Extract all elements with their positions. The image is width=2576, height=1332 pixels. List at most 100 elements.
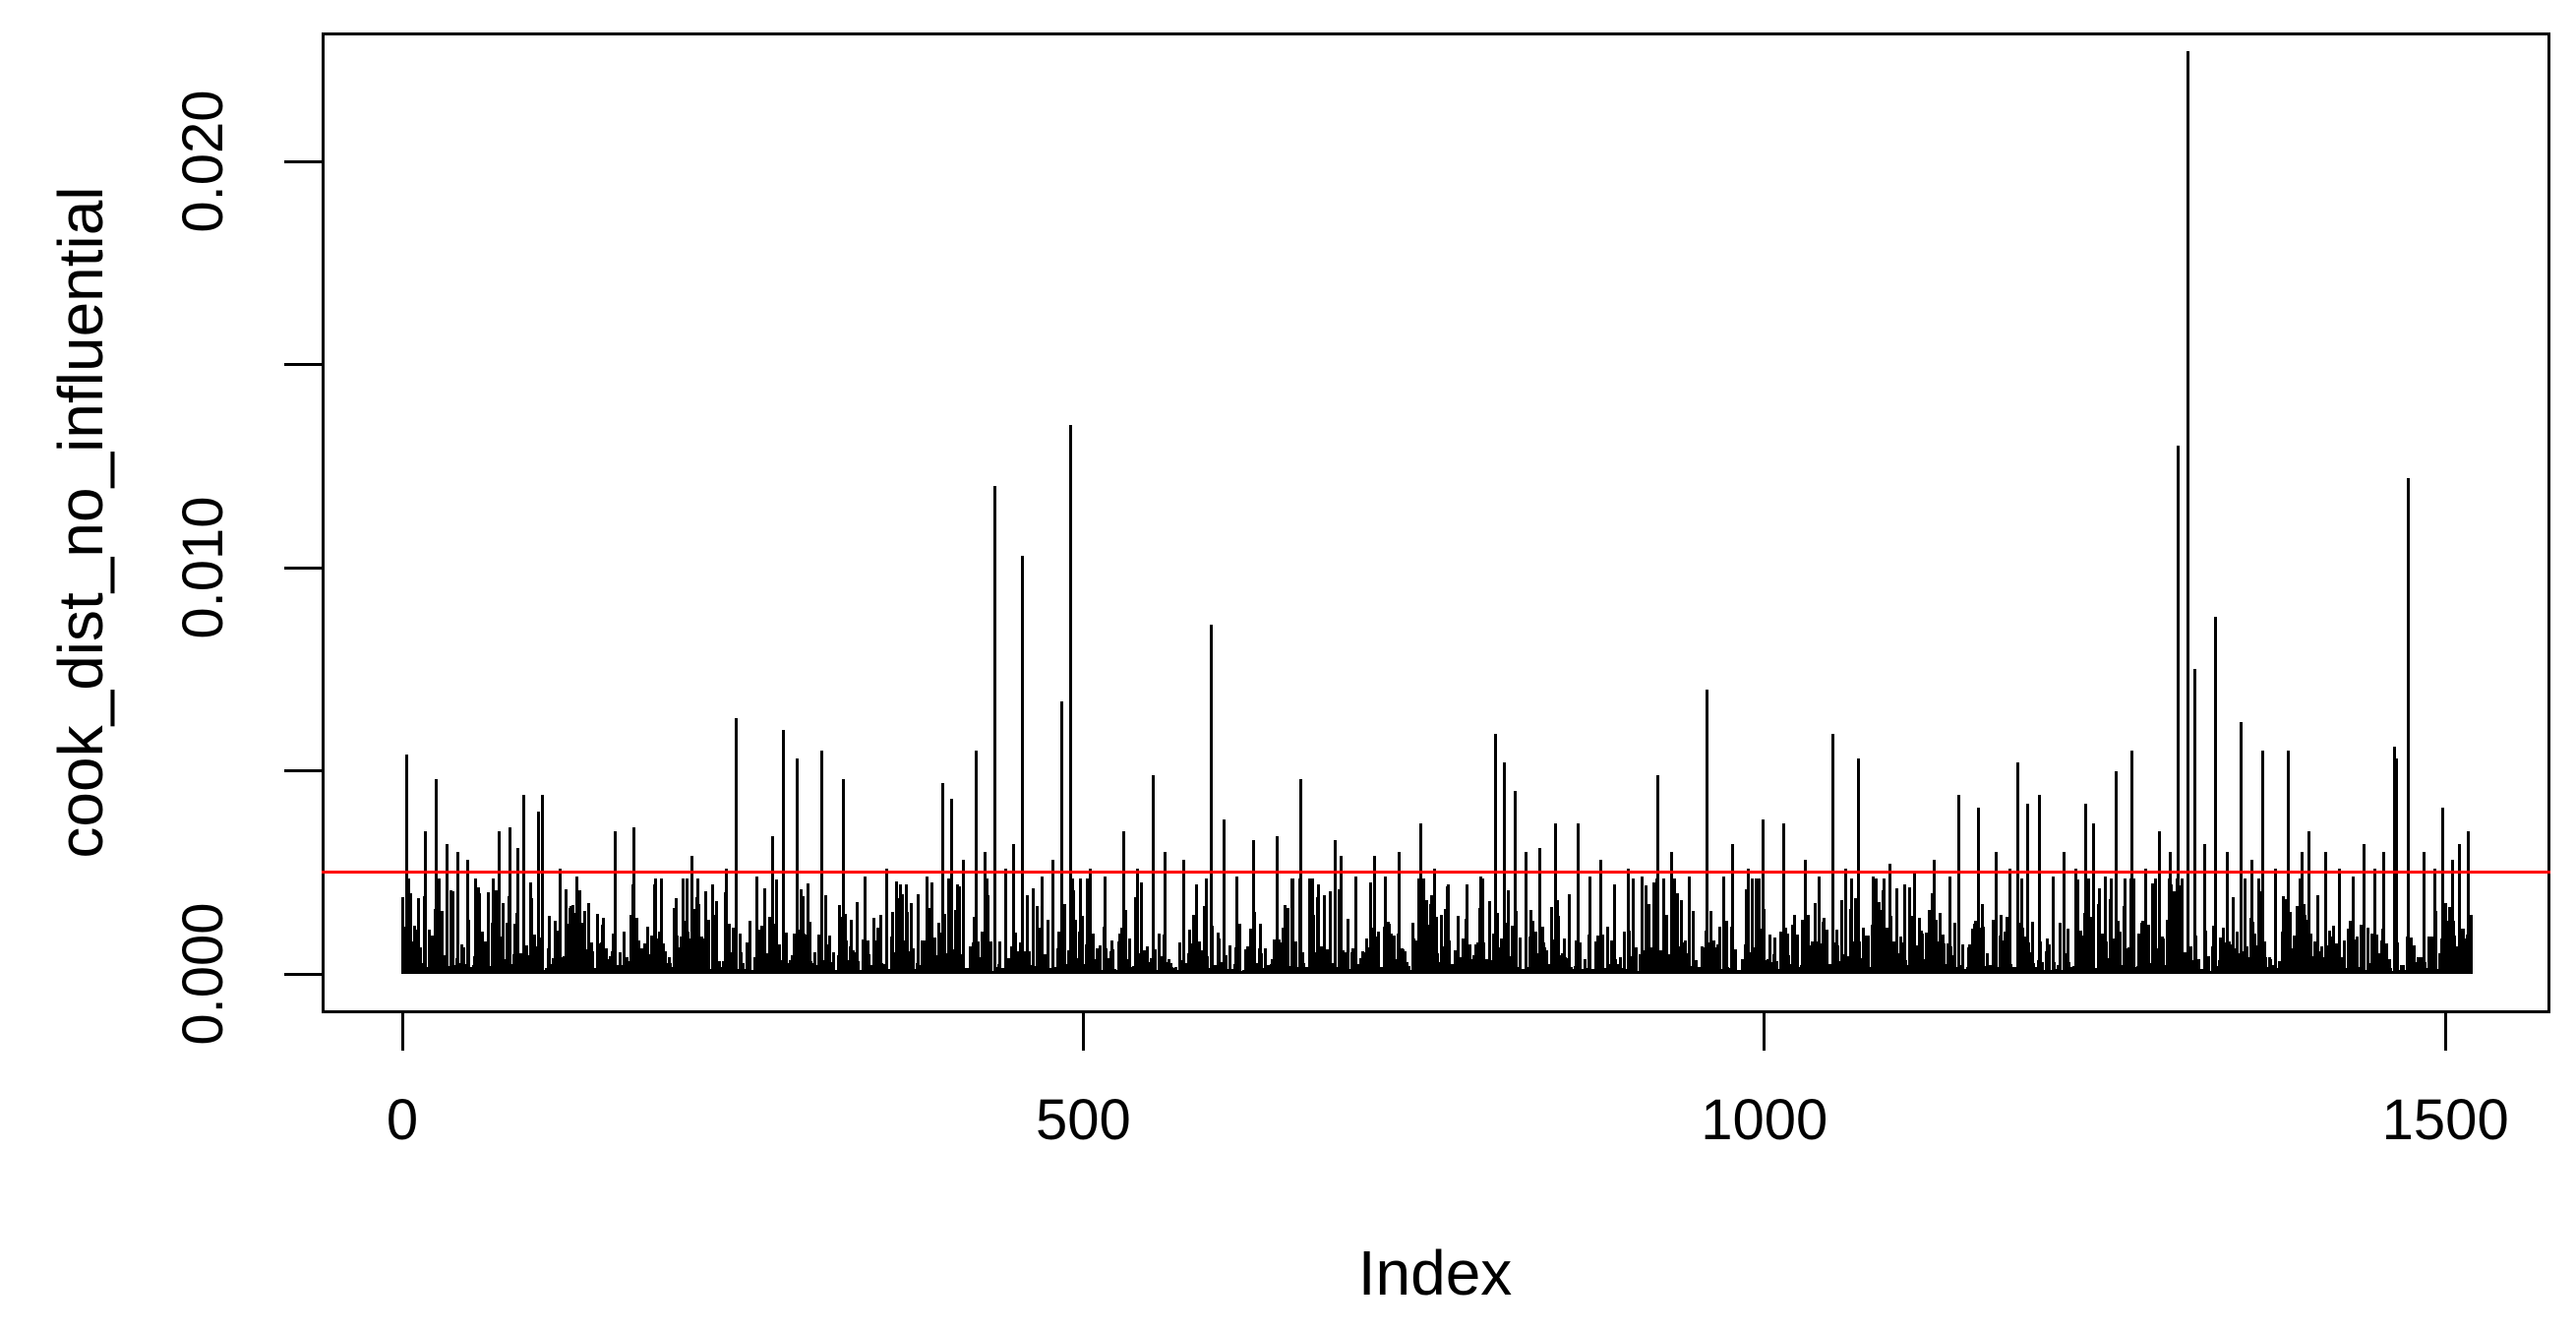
spike-bar — [1635, 947, 1639, 974]
spike-bar — [1610, 939, 1614, 974]
spike-bar — [878, 915, 882, 974]
x-axis-tick — [1081, 1013, 1085, 1051]
spike-bar — [1925, 932, 1929, 974]
spike-bar — [2407, 478, 2411, 974]
spike-bar — [1123, 909, 1127, 974]
spike-bar — [1612, 884, 1616, 974]
spike-bar — [725, 868, 729, 974]
spike-bar — [1667, 953, 1671, 974]
x-axis-tick — [400, 1013, 404, 1051]
spike-bar — [1323, 895, 1326, 974]
spike-bar — [437, 878, 441, 974]
spike-bar — [1973, 921, 1977, 974]
spike-bar — [868, 953, 871, 974]
spike-bar — [1351, 948, 1355, 974]
x-axis-tick-label: 0 — [386, 1088, 419, 1152]
spike-bar — [435, 778, 439, 974]
spike-bar — [461, 946, 465, 974]
spike-bar — [508, 827, 511, 974]
spike-bar — [838, 905, 842, 974]
spike-bar — [2038, 795, 2042, 974]
spike-bar — [1088, 868, 1092, 974]
spike-bar — [1675, 892, 1679, 974]
spike-bar — [2111, 938, 2115, 974]
spike-bar — [2118, 931, 2122, 974]
spike-bar — [1938, 912, 1942, 974]
spike-bar — [2025, 803, 2029, 974]
spike-bar — [1863, 935, 1867, 974]
spike-bar — [2414, 962, 2418, 974]
spike-bar — [1163, 852, 1167, 974]
spike-bar — [446, 843, 449, 974]
spike-bar — [1218, 938, 1222, 974]
spike-bar — [2288, 911, 2292, 974]
spike-bar — [1836, 945, 1840, 974]
spike-bar — [1934, 920, 1938, 974]
x-axis-tick-label: 1500 — [2381, 1088, 2509, 1152]
spike-bar — [1482, 941, 1486, 974]
spike-bar — [1801, 919, 1805, 974]
spike-bar — [1225, 954, 1228, 974]
spike-bar — [2186, 51, 2189, 974]
spike-bar — [2177, 446, 2181, 974]
spike-bar — [968, 946, 972, 974]
spike-bar — [2323, 852, 2327, 974]
spike-bar — [1069, 425, 1073, 974]
spike-bar — [541, 795, 545, 974]
spike-bar — [2040, 962, 2044, 974]
spike-bar — [2146, 925, 2150, 974]
spike-bar — [1576, 823, 1580, 974]
spike-bar — [2124, 878, 2127, 974]
spike-bar — [1291, 878, 1295, 974]
spike-bar — [640, 948, 644, 974]
spike-bar — [2241, 950, 2245, 974]
spike-bar — [1356, 964, 1360, 974]
spike-bar — [2454, 946, 2458, 974]
spike-bar — [1533, 931, 1537, 974]
spike-bar — [907, 950, 911, 974]
spike-bar — [757, 930, 761, 974]
spike-bar — [857, 960, 861, 974]
spike-bar — [2434, 911, 2437, 974]
spike-bar — [2162, 938, 2166, 974]
spike-bar — [832, 951, 836, 974]
spike-bar — [2097, 887, 2101, 974]
spike-bar — [813, 951, 817, 974]
spike-bar — [1044, 954, 1048, 974]
x-axis-tick — [2443, 1013, 2447, 1051]
spike-bar — [2263, 957, 2267, 974]
spike-bar — [1568, 893, 1572, 974]
spike-bar — [1491, 933, 1495, 974]
spike-bar — [1311, 915, 1315, 974]
spike-bar — [2387, 959, 2391, 974]
spike-bar — [1894, 887, 1898, 974]
spike-bar — [2058, 923, 2062, 974]
spike-bar — [1360, 950, 1364, 974]
spike-bar — [1086, 878, 1090, 974]
spike-bar — [2051, 876, 2055, 974]
spike-bar — [1524, 852, 1528, 974]
spike-bar — [1003, 868, 1007, 974]
spike-bar — [465, 860, 469, 974]
x-axis-tick-label: 500 — [1036, 1088, 1131, 1152]
spike-bar — [1325, 948, 1329, 974]
spike-bar — [1622, 931, 1626, 974]
spike-bar — [1151, 774, 1155, 974]
spike-bar — [727, 924, 731, 974]
spike-bar — [1599, 860, 1603, 974]
spike-bar — [1074, 957, 1078, 974]
spike-bar — [2396, 942, 2400, 974]
spike-bar — [1407, 966, 1410, 974]
spike-bar — [1246, 946, 1250, 974]
spike-bar — [1731, 843, 1735, 974]
spike-bar — [497, 831, 501, 974]
spike-bar — [2470, 915, 2473, 974]
spike-bar — [1626, 868, 1630, 974]
spike-bar — [492, 878, 496, 974]
spike-bar — [478, 892, 482, 974]
spike-bar — [1430, 894, 1434, 974]
spike-bar — [1035, 906, 1039, 974]
spike-bar — [2021, 927, 2025, 974]
x-axis-tick-label: 1000 — [1701, 1088, 1828, 1152]
spike-bar — [828, 935, 832, 974]
